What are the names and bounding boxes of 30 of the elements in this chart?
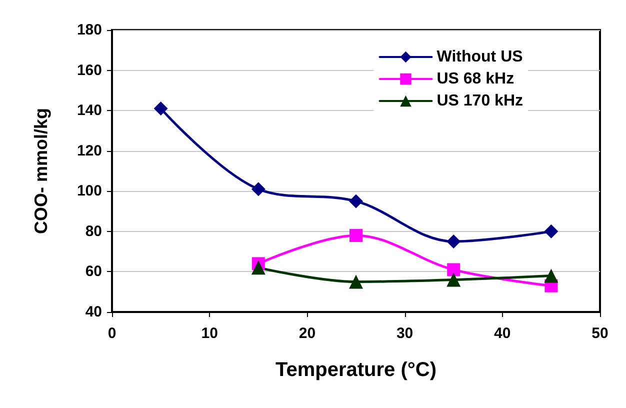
x-tick-label: 40 <box>494 325 511 342</box>
point <box>447 263 460 276</box>
y-tick-label: 60 <box>85 263 102 280</box>
y-tick-label: 160 <box>76 62 102 79</box>
y-tick-label: 80 <box>85 222 102 240</box>
point <box>251 260 266 275</box>
y-tick-label: 180 <box>76 22 102 38</box>
x-tick-label: 50 <box>592 325 608 342</box>
x-axis-title: Temperature (°C) <box>276 359 436 381</box>
legend-label: Without US <box>436 48 524 66</box>
point <box>544 224 558 238</box>
y-tick-label: 40 <box>85 304 102 320</box>
point <box>544 268 558 283</box>
point <box>154 102 168 116</box>
x-tick-label: 20 <box>298 325 316 342</box>
x-tick-label: 10 <box>201 325 218 342</box>
point <box>349 194 363 208</box>
y-axis-title: COO- mmol/kg <box>31 108 51 234</box>
point <box>349 274 363 289</box>
x-tick-label: 0 <box>108 325 116 342</box>
y-tick-label: 140 <box>76 102 102 120</box>
x-tick-label: 30 <box>396 325 414 342</box>
point <box>446 272 461 287</box>
point <box>446 234 461 248</box>
point <box>350 228 362 242</box>
point <box>251 182 266 196</box>
y-tick-label: 100 <box>76 182 102 200</box>
legend-label: US 68 kHz <box>436 70 514 88</box>
y-tick-label: 120 <box>76 142 102 160</box>
legend-label: US 170 kHz <box>436 92 523 110</box>
